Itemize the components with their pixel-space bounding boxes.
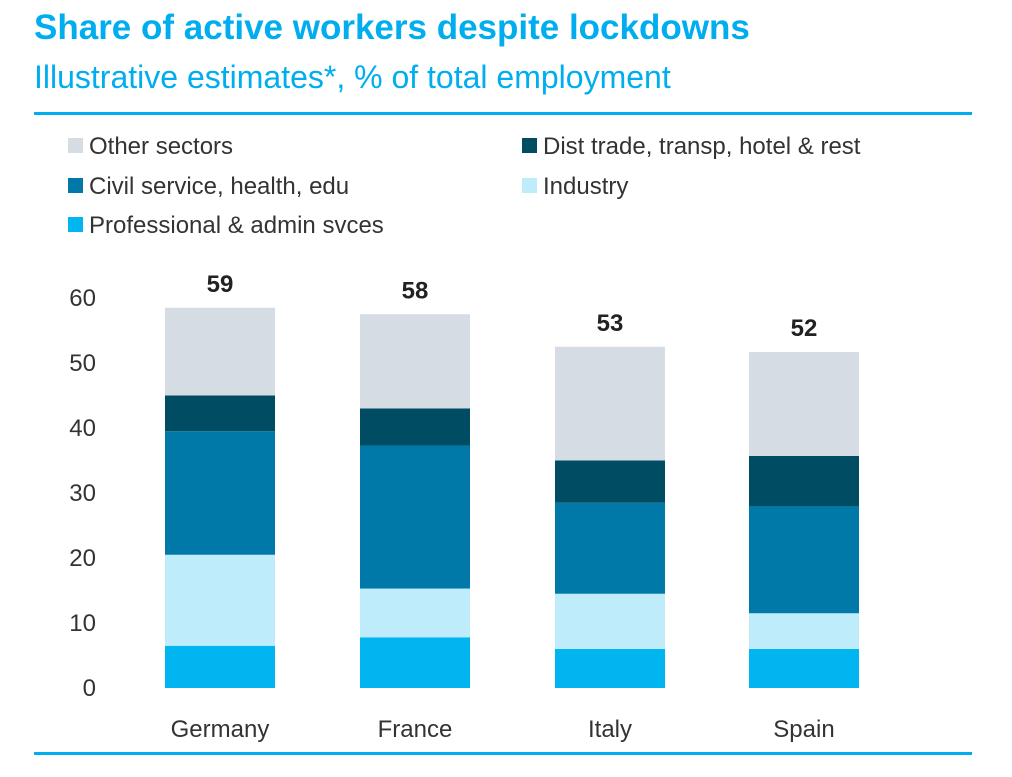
- x-category-label: Italy: [588, 716, 632, 743]
- legend-label: Professional & admin svces: [89, 212, 384, 239]
- bar-segment: [360, 588, 470, 638]
- legend-swatch: [68, 178, 83, 193]
- bar-segment: [749, 351, 859, 456]
- bar-total-label: 53: [597, 310, 624, 337]
- bar-segment: [360, 314, 470, 409]
- legend-swatch: [522, 138, 537, 153]
- bar-segment: [555, 593, 665, 649]
- bar-segment: [749, 613, 859, 649]
- bar-segment: [555, 649, 665, 688]
- bar-segment: [360, 445, 470, 589]
- y-tick-label: 50: [69, 350, 96, 377]
- bar-segment: [165, 431, 275, 555]
- chart-title: Share of active workers despite lockdown…: [34, 8, 750, 47]
- bar-segment: [749, 506, 859, 614]
- y-tick-label: 40: [69, 415, 96, 442]
- bar-segment: [555, 346, 665, 461]
- bar-segment: [555, 502, 665, 594]
- bar-total-label: 59: [207, 271, 234, 298]
- bar-segment: [165, 395, 275, 432]
- y-axis: 0 10 20 30 40 50 60: [69, 285, 96, 702]
- y-tick-label: 30: [69, 480, 96, 507]
- bar-total-label: 52: [791, 315, 818, 342]
- chart-subtitle: Illustrative estimates*, % of total empl…: [34, 59, 671, 95]
- legend-swatch: [68, 138, 83, 153]
- bar-segment: [360, 637, 470, 688]
- bar-segment: [749, 649, 859, 688]
- bar-segment: [555, 460, 665, 503]
- top-divider: [34, 112, 972, 115]
- bar-segment: [165, 645, 275, 688]
- bar-totals: 59 58 53 52: [207, 271, 818, 342]
- bottom-divider: [34, 752, 972, 755]
- legend-label: Civil service, health, edu: [89, 173, 349, 200]
- legend-label: Dist trade, transp, hotel & rest: [543, 133, 861, 160]
- legend-swatch: [68, 217, 83, 232]
- x-category-label: Germany: [171, 716, 270, 743]
- bar-segment: [749, 455, 859, 506]
- x-axis: Germany France Italy Spain: [171, 716, 835, 743]
- bar-segment: [165, 554, 275, 646]
- x-category-label: Spain: [773, 716, 834, 743]
- bar-segment: [360, 408, 470, 446]
- legend-label: Industry: [543, 173, 628, 200]
- legend-swatch: [522, 178, 537, 193]
- bar-segment: [165, 307, 275, 396]
- bar-total-label: 58: [402, 277, 429, 304]
- y-tick-label: 60: [69, 285, 96, 312]
- legend-label: Other sectors: [89, 133, 233, 160]
- y-tick-label: 20: [69, 545, 96, 572]
- x-category-label: France: [378, 716, 453, 743]
- legend: Other sectors Dist trade, transp, hotel &…: [68, 133, 861, 239]
- bars: [165, 307, 859, 688]
- y-tick-label: 10: [69, 610, 96, 637]
- y-tick-label: 0: [83, 675, 96, 702]
